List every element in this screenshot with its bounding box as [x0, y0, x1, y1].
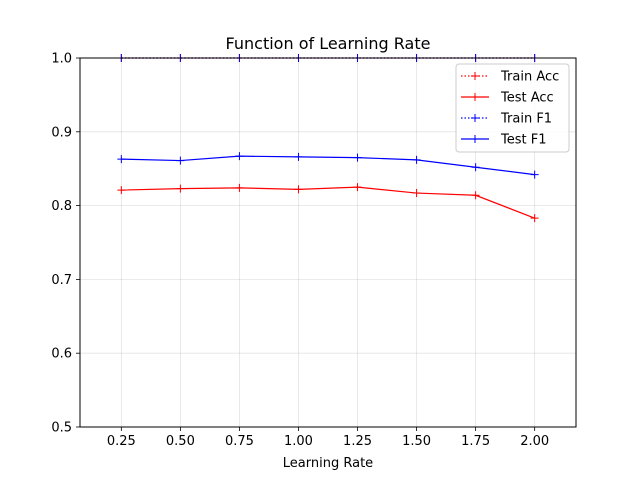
- legend-entry: Train F1: [461, 112, 552, 127]
- series-line: [121, 155, 535, 176]
- y-tick-label: 0.9: [51, 125, 72, 140]
- data-point-marker: [176, 156, 185, 165]
- x-tick-label: 1.75: [461, 434, 490, 449]
- y-tick-label: 0.7: [51, 273, 72, 288]
- legend-entry: Test F1: [461, 133, 546, 148]
- x-tick-label: 0.75: [225, 434, 254, 449]
- legend-entry: Test Acc: [461, 91, 554, 106]
- y-tick-label: 0.8: [51, 199, 72, 214]
- legend-marker: [471, 114, 479, 122]
- data-point-marker: [235, 183, 244, 192]
- x-tick-label: 0.25: [107, 434, 136, 449]
- data-point-marker: [353, 183, 362, 192]
- data-point-marker: [471, 191, 480, 200]
- data-point-marker: [412, 155, 421, 164]
- legend-label: Train Acc: [500, 70, 559, 85]
- data-point-marker: [117, 186, 126, 195]
- axis-ticks: 0.25 0.50 0.75 1.00 1.25 1.50 1.75 2.00 0.5 0.6 0.…: [51, 52, 549, 450]
- data-point-marker: [353, 153, 362, 162]
- data-point-marker: [530, 214, 539, 223]
- legend: Train Acc Test Acc Train F1 Test F1: [455, 63, 570, 153]
- x-tick-label: 0.50: [166, 434, 195, 449]
- x-tick-label: 2.00: [520, 434, 549, 449]
- data-point-marker: [471, 163, 480, 172]
- y-tick-label: 0.6: [51, 347, 72, 362]
- legend-entry: Train Acc: [461, 70, 559, 85]
- series-line: [121, 186, 535, 219]
- legend-box: [455, 63, 570, 153]
- y-tick-label: 0.5: [51, 421, 72, 436]
- data-point-marker: [117, 155, 126, 164]
- data-point-marker: [530, 170, 539, 179]
- x-tick-label: 1.00: [284, 434, 313, 449]
- data-point-marker: [235, 152, 244, 161]
- legend-label: Test F1: [500, 133, 546, 148]
- plot-frame: [79, 57, 577, 428]
- data-point-marker: [176, 184, 185, 193]
- series-test-acc: [117, 183, 539, 223]
- x-tick-label: 1.25: [343, 434, 372, 449]
- data-point-marker: [412, 189, 421, 198]
- chart-title: Function of Learning Rate: [226, 34, 431, 53]
- data-point-marker: [294, 185, 303, 194]
- legend-label: Test Acc: [500, 91, 554, 106]
- x-tick-label: 1.50: [402, 434, 431, 449]
- series-test-f1: [117, 152, 539, 179]
- legend-marker: [471, 135, 479, 143]
- legend-marker: [471, 72, 479, 80]
- legend-label: Train F1: [500, 112, 552, 127]
- data-point-marker: [294, 152, 303, 161]
- x-axis-label: Learning Rate: [283, 456, 373, 471]
- legend-marker: [471, 93, 479, 101]
- y-tick-label: 1.0: [51, 52, 72, 67]
